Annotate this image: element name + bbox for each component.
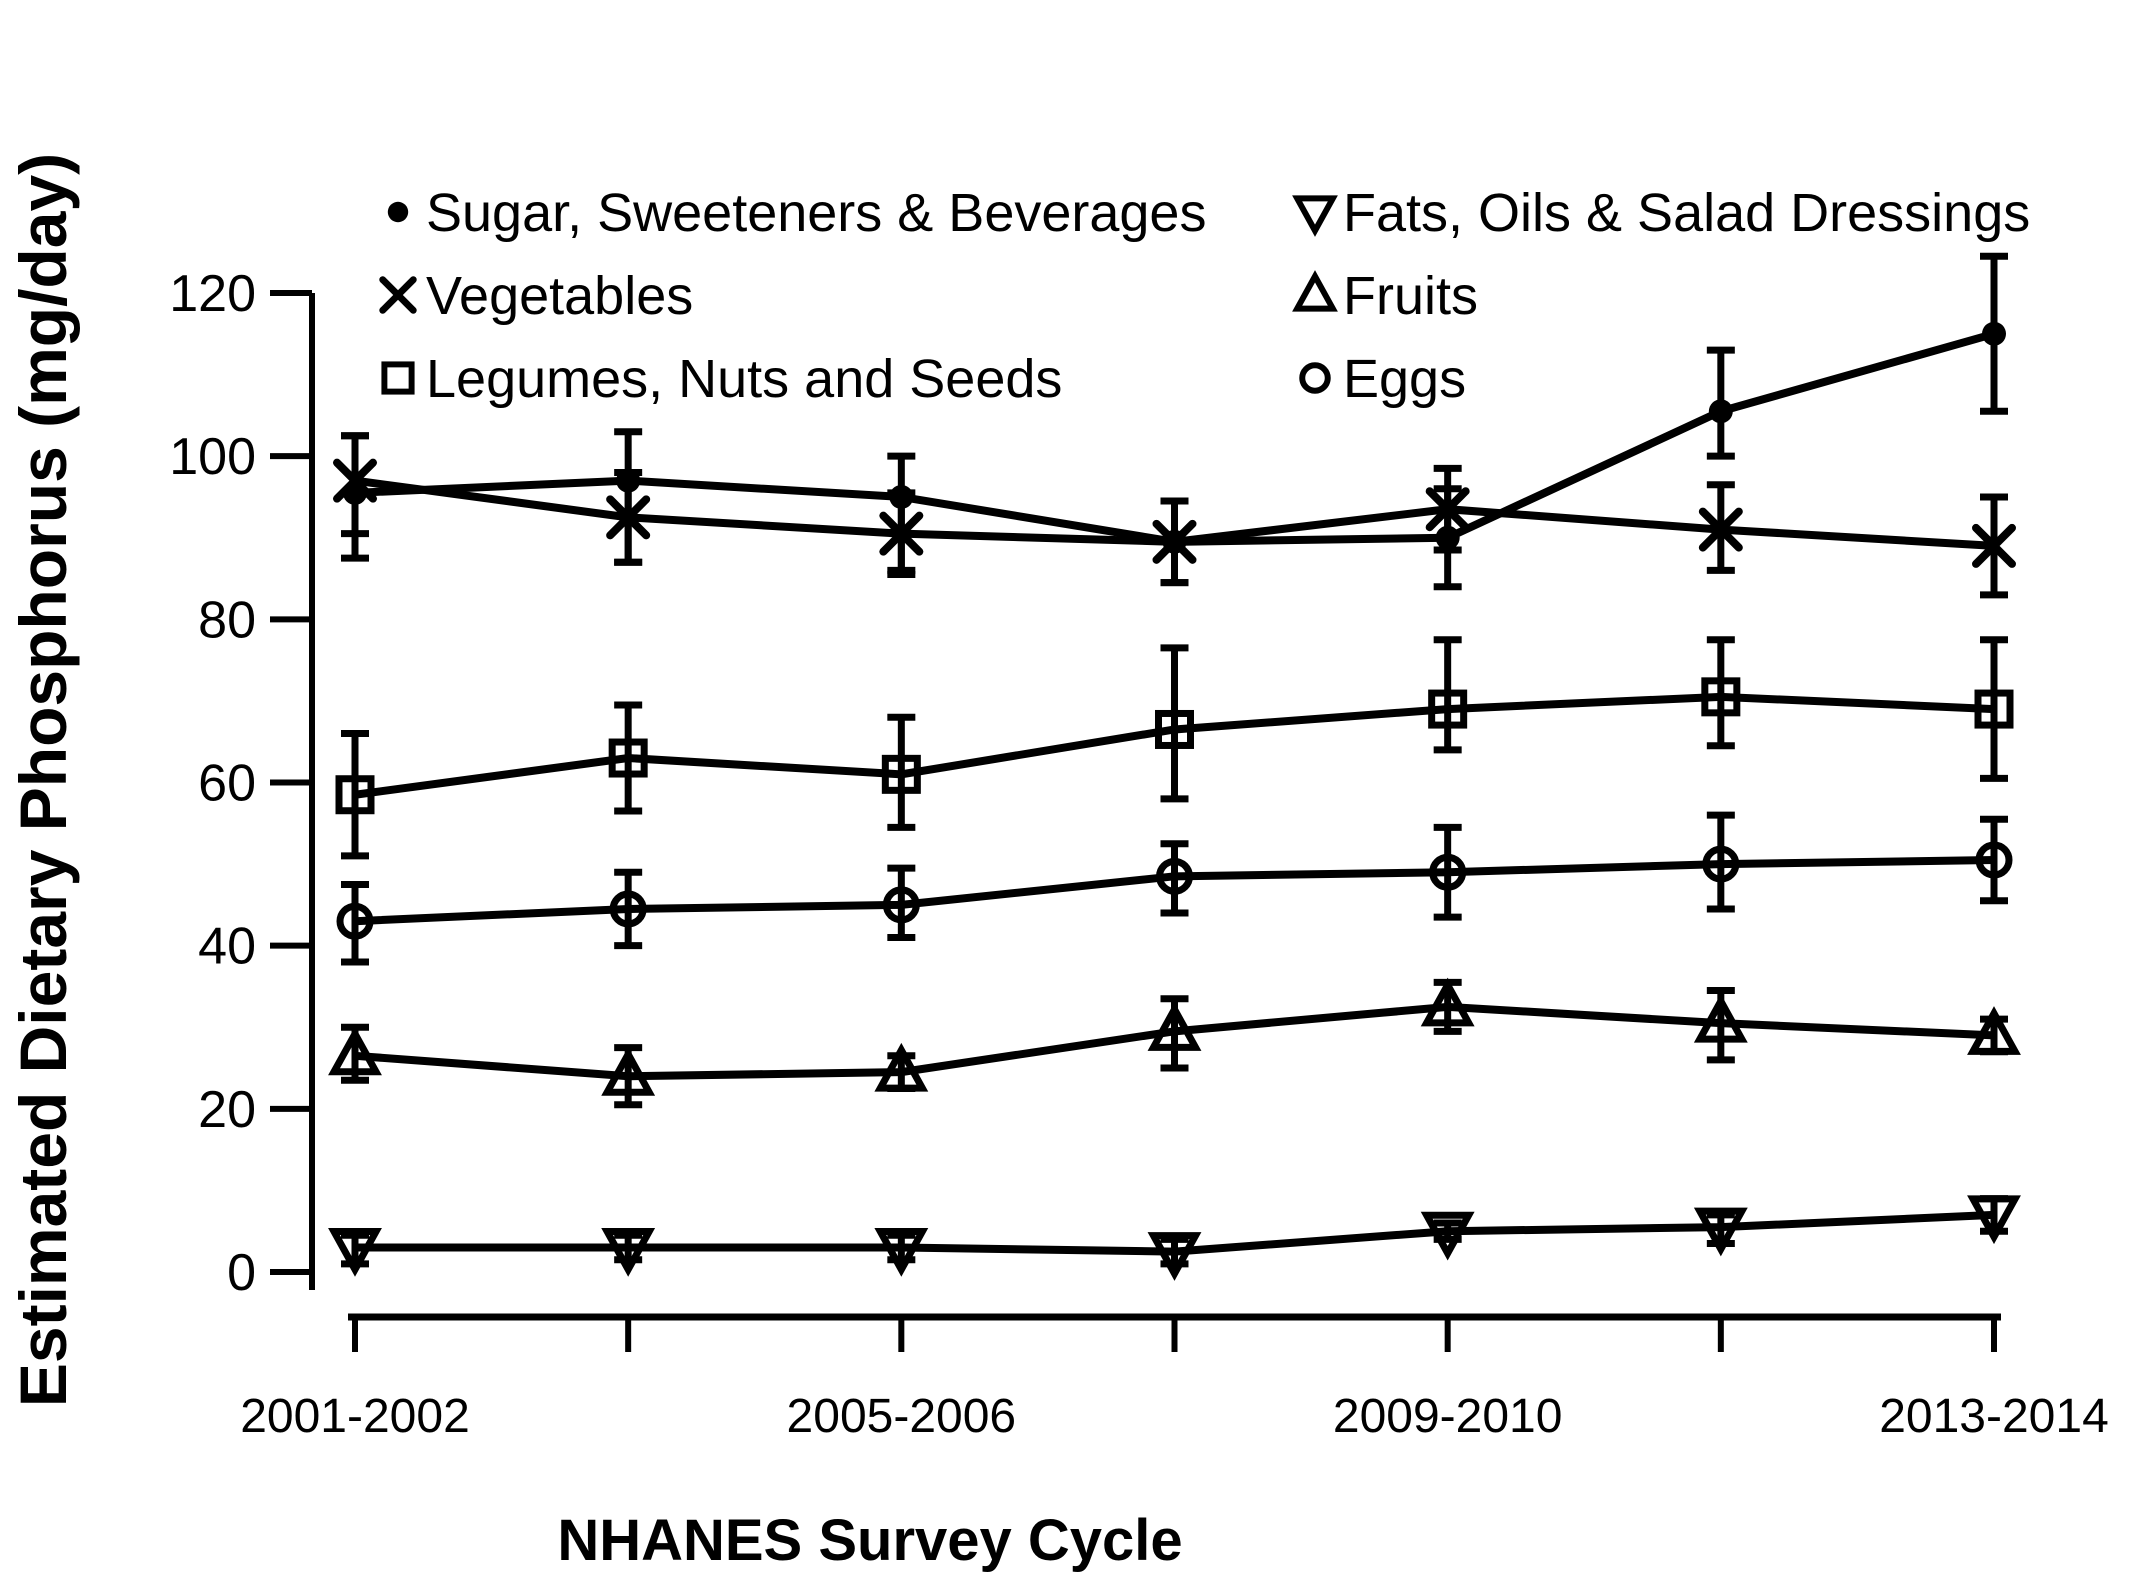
open-triangle-up-icon	[328, 1026, 382, 1076]
legend-label: Legumes, Nuts and Seeds	[426, 349, 1062, 409]
open-square-icon	[1701, 677, 1741, 717]
open-circle-icon	[336, 902, 374, 940]
series-2	[335, 636, 2014, 860]
legend-label: Vegetables	[426, 266, 693, 326]
x-tick-label: 2005-2006	[787, 1390, 1017, 1443]
open-triangle-up-icon	[1292, 270, 1338, 312]
open-triangle-down-icon	[874, 1228, 929, 1277]
legend-label: Fats, Oils & Salad Dressings	[1343, 183, 2030, 243]
y-tick-label: 120	[169, 265, 256, 323]
x-cross-icon	[1152, 519, 1197, 564]
x-cross-icon	[1972, 523, 2017, 568]
open-triangle-up-icon	[1693, 993, 1748, 1043]
x-tick-label: 2013-2014	[1879, 1390, 2109, 1443]
x-cross-icon	[1698, 507, 1743, 552]
legend-item: Legumes, Nuts and Seeds	[381, 349, 1062, 409]
legend-item: Fats, Oils & Salad Dressings	[1292, 183, 2030, 243]
open-triangle-down-icon	[1420, 1211, 1475, 1261]
open-circle-icon	[1702, 845, 1740, 883]
axes-layer: 0 20 40 60 80 100 120 2001-2002 2005-2006 2009-20…	[169, 265, 2109, 1443]
x-tick-label: 2001-2002	[240, 1390, 470, 1443]
open-square-icon	[1974, 689, 2014, 729]
x-tick-label: 2009-2010	[1333, 1390, 1563, 1443]
series-1	[333, 432, 2017, 599]
legend-label: Eggs	[1343, 349, 1466, 409]
series-3	[328, 1195, 2021, 1281]
open-triangle-down-icon	[1967, 1195, 2021, 1245]
legend-item: Sugar, Sweeteners & Beverages	[387, 183, 1206, 243]
open-triangle-up-icon	[1967, 1006, 2021, 1055]
open-circle-icon	[882, 886, 920, 924]
open-triangle-up-icon	[874, 1042, 929, 1092]
open-square-icon	[1155, 709, 1195, 749]
x-cross-icon	[1425, 487, 1470, 532]
open-circle-icon	[1299, 362, 1331, 394]
y-tick-label: 60	[198, 755, 256, 813]
filled-circle-icon	[387, 201, 409, 223]
filled-circle-icon	[1982, 321, 2007, 346]
open-triangle-up-icon	[601, 1046, 656, 1096]
open-square-icon	[381, 361, 415, 395]
open-triangle-down-icon	[601, 1228, 656, 1277]
x-cross-icon	[879, 511, 924, 556]
legend-label: Sugar, Sweeteners & Beverages	[426, 183, 1206, 243]
open-square-icon	[335, 775, 375, 815]
series-layer	[328, 252, 2021, 1281]
y-tick-label: 0	[227, 1244, 256, 1302]
legend-label: Fruits	[1343, 266, 1478, 326]
legend-item: Vegetables	[379, 266, 693, 326]
series-4	[328, 977, 2021, 1109]
chart-legend: Sugar, Sweeteners & Beverages Vegetables L…	[379, 183, 2030, 409]
y-tick-label: 80	[198, 591, 256, 649]
x-axis-title: NHANES Survey Cycle	[557, 1508, 1182, 1573]
open-circle-icon	[609, 890, 647, 928]
open-triangle-up-icon	[1147, 1002, 1202, 1051]
filled-circle-icon	[1708, 399, 1733, 424]
y-tick-label: 100	[169, 428, 256, 486]
series-5	[336, 811, 2013, 966]
open-triangle-down-icon	[328, 1228, 382, 1277]
open-triangle-down-icon	[1292, 195, 1338, 237]
y-axis-title: Estimated Dietary Phosphorus (mg/day)	[6, 153, 80, 1407]
legend-item: Fruits	[1292, 266, 1478, 326]
open-square-icon	[608, 738, 648, 778]
open-circle-icon	[1429, 853, 1467, 891]
x-cross-icon	[379, 276, 417, 314]
y-tick-label: 40	[198, 918, 256, 976]
open-square-icon	[881, 754, 921, 794]
x-cross-icon	[606, 495, 651, 540]
open-circle-icon	[1975, 841, 2013, 879]
y-tick-label: 20	[198, 1081, 256, 1139]
x-cross-icon	[333, 458, 377, 503]
open-triangle-down-icon	[1693, 1207, 1748, 1257]
open-triangle-down-icon	[1147, 1232, 1202, 1281]
open-triangle-up-icon	[1420, 977, 1475, 1027]
legend-item: Eggs	[1299, 349, 1466, 409]
open-circle-icon	[1156, 857, 1194, 895]
open-square-icon	[1428, 689, 1468, 729]
